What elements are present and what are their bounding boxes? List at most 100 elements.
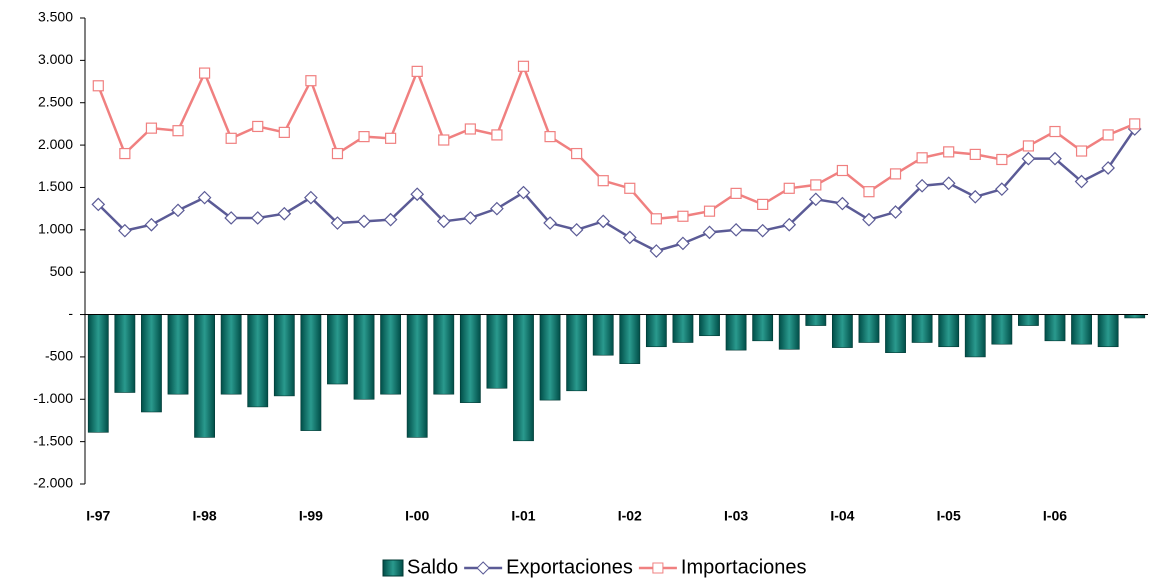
x-tick-label: I-03 [724,508,748,524]
y-tick-label: 2.000 [38,136,73,152]
marker [569,222,584,237]
marker [1101,161,1115,175]
marker [729,222,743,237]
y-tick-label: 500 [50,263,74,279]
marker [1021,151,1036,166]
marker [1022,140,1035,152]
bar [645,314,667,348]
marker [357,214,371,229]
marker [1129,118,1141,130]
bar [752,314,774,342]
bar [406,314,428,438]
y-tick-label: - [68,305,73,321]
marker [198,67,211,79]
marker [836,164,848,177]
marker [782,217,797,232]
bar [1071,314,1092,345]
x-tick-label: I-02 [618,508,642,524]
marker [571,147,583,160]
bar [619,314,641,364]
marker [703,205,716,217]
x-tick-label: I-06 [1043,508,1067,524]
marker [597,175,609,187]
marker [436,214,451,229]
bar [672,314,694,343]
marker [863,186,875,198]
marker [808,192,823,207]
marker [650,213,662,225]
legend-label: Exportaciones [506,556,633,578]
marker [649,244,664,258]
bar [141,314,162,413]
x-tick-label: I-00 [405,508,429,524]
marker [889,168,902,180]
marker [517,60,530,72]
marker [172,125,184,137]
bar [1044,314,1066,342]
marker [410,187,425,202]
marker [277,206,292,221]
bar [938,314,960,348]
line [97,62,1136,221]
marker [702,225,717,240]
bar [1018,314,1039,326]
legend-label: Saldo [407,556,458,578]
y-tick-label: -1.000 [33,390,73,406]
marker [676,236,690,251]
bar [858,314,880,343]
x-tick-label: I-97 [86,508,110,524]
x-tick-label: I-05 [937,508,961,524]
y-tick-label: -2.000 [33,475,73,491]
bar [513,314,534,442]
marker [411,65,423,77]
y-tick-label: -500 [45,348,73,364]
bar [459,314,481,403]
bar [194,314,215,438]
y-tick-label: -1.500 [33,432,73,448]
marker [144,217,159,232]
marker [118,223,132,238]
marker [250,211,265,225]
legend-marker [652,562,664,574]
marker [464,123,476,135]
legend-swatch [382,559,404,577]
bar [1097,314,1119,348]
marker [491,129,503,141]
marker [197,190,212,205]
marker [810,179,822,191]
bar [885,314,906,353]
bar [699,314,720,337]
marker [330,216,345,230]
marker [544,131,556,143]
line [97,128,1136,253]
marker [119,147,131,160]
bar [327,314,348,385]
x-tick-label: I-99 [299,508,323,524]
bar [247,314,269,408]
marker [463,211,478,225]
marker [596,214,611,229]
bar [831,314,853,348]
x-tick-label: I-04 [830,508,854,524]
marker [1074,174,1089,189]
marker [145,122,158,134]
y-tick-label: 3.000 [38,51,73,67]
bar [592,314,614,356]
marker [943,146,955,158]
y-tick-label: 1.000 [38,221,73,237]
bar [167,314,189,395]
marker [916,152,928,164]
marker [91,197,106,212]
marker [783,182,795,194]
bar [778,314,800,350]
marker [305,75,317,87]
marker [757,198,769,210]
marker [252,120,264,133]
y-tick-label: 2.500 [38,93,73,109]
marker [358,131,370,143]
bar [991,314,1013,345]
bar [911,314,933,343]
marker [996,153,1008,166]
marker [490,201,504,216]
